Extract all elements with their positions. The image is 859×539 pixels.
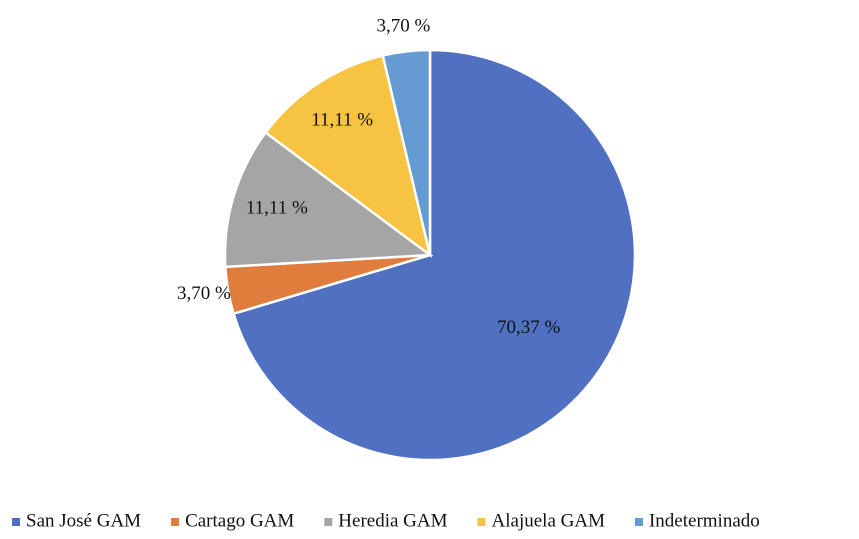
pie-slice (263, 54, 433, 259)
data-label: 11,11 % (246, 197, 308, 218)
pie-slice (232, 48, 637, 462)
legend-label: Cartago GAM (185, 510, 294, 531)
legend-swatch (171, 518, 180, 526)
data-label: 11,11 % (311, 110, 373, 131)
legend-label: Alajuela GAM (492, 510, 606, 531)
legend-swatch (324, 518, 333, 526)
data-label: 3,70 % (177, 283, 231, 304)
pie-slice (381, 48, 432, 256)
legend-swatch (477, 518, 486, 526)
legend-label: Heredia GAM (338, 510, 447, 531)
legend-swatch (634, 518, 643, 526)
legend-label: San José GAM (26, 510, 141, 531)
data-label: 3,70 % (376, 15, 430, 36)
pie-slice (223, 130, 434, 269)
legend-swatch (12, 518, 20, 526)
data-label: 70,37 % (497, 317, 561, 338)
legend-label: Indeterminado (649, 510, 760, 531)
